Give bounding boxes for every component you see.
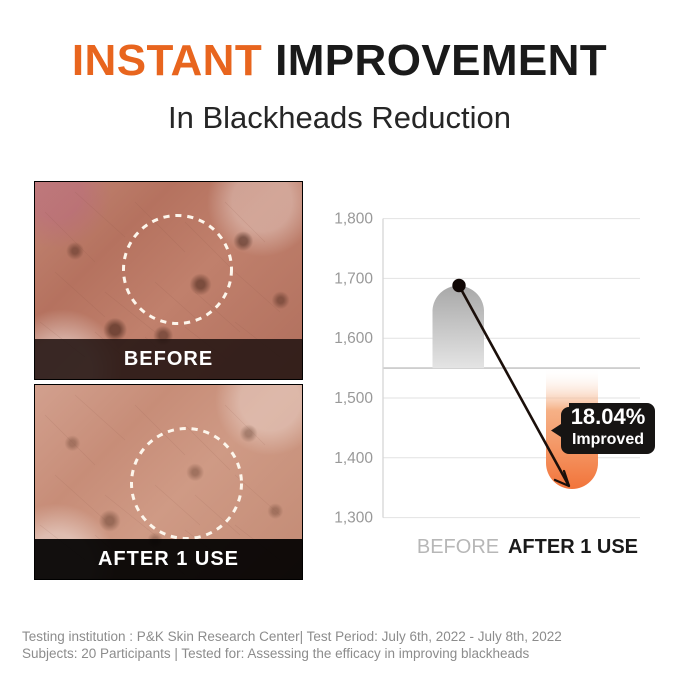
svg-text:1,600: 1,600 (334, 330, 373, 347)
svg-text:1,400: 1,400 (334, 450, 373, 467)
svg-text:1,800: 1,800 (334, 211, 373, 228)
svg-text:Improved: Improved (572, 431, 644, 448)
svg-text:BEFORE: BEFORE (417, 536, 499, 558)
svg-text:1,500: 1,500 (334, 390, 373, 407)
svg-text:AFTER 1 USE: AFTER 1 USE (508, 536, 638, 558)
svg-text:1,700: 1,700 (334, 270, 373, 287)
svg-text:18.04%: 18.04% (571, 404, 646, 429)
svg-text:1,300: 1,300 (334, 510, 373, 527)
